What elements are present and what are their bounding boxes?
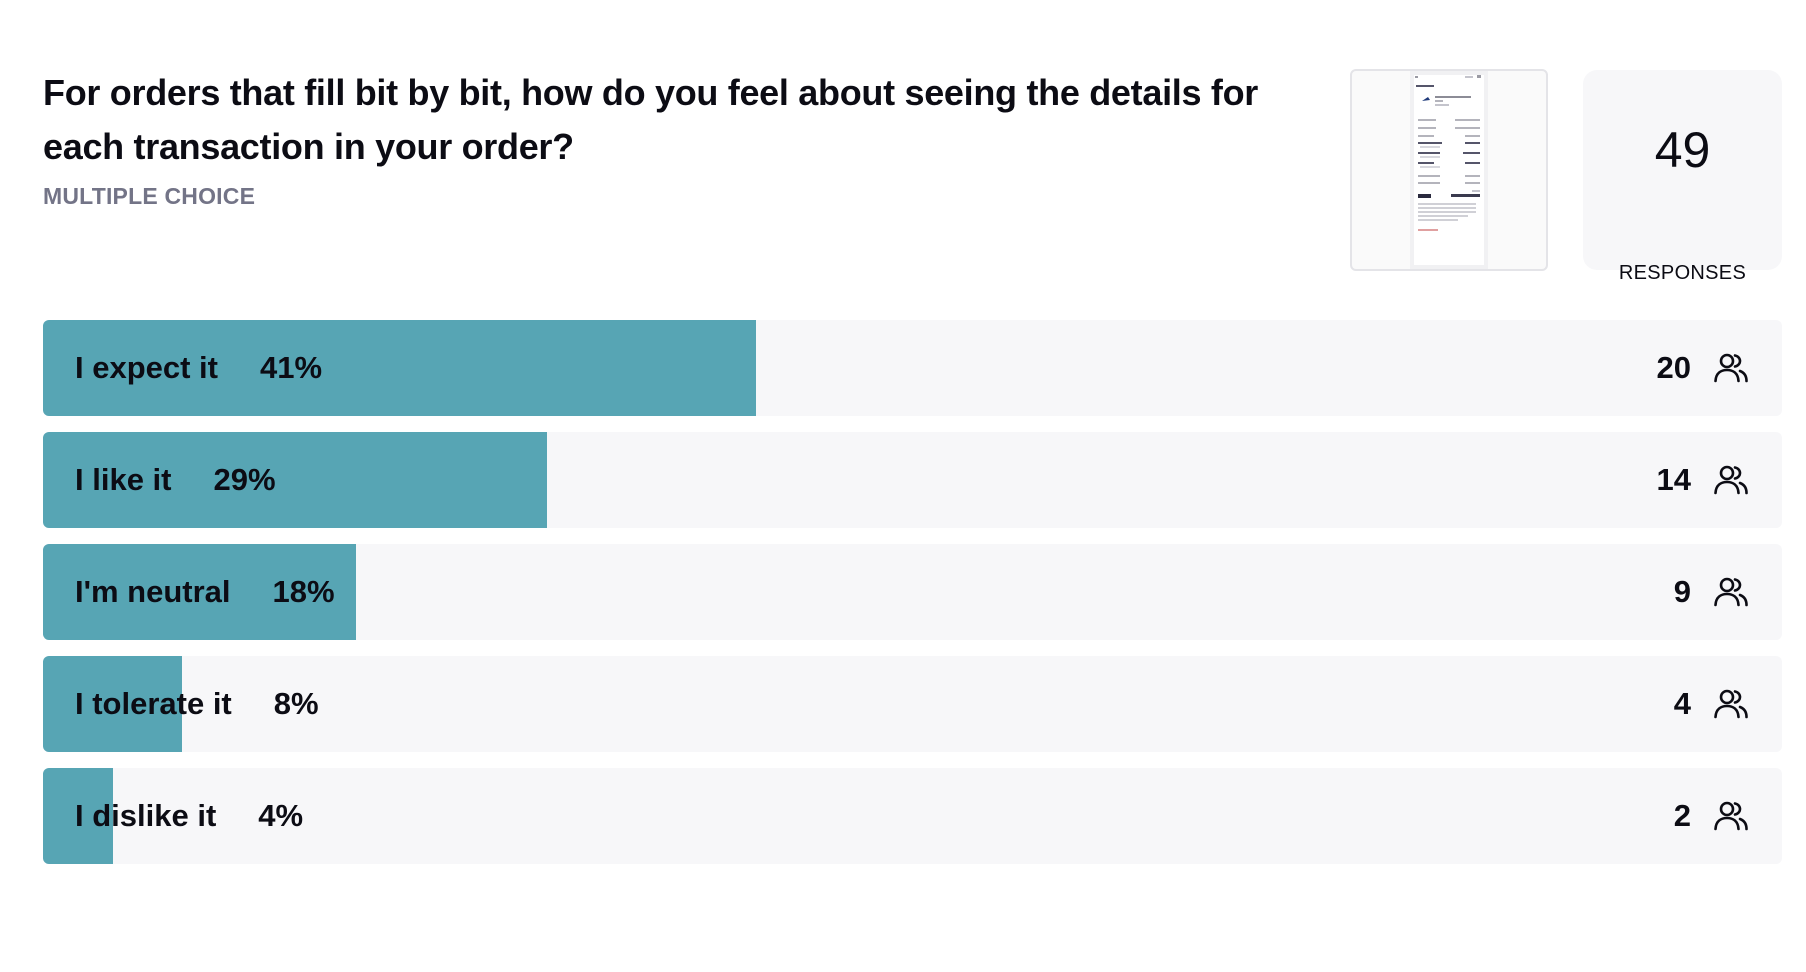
bar-fill-neutral [43, 544, 357, 640]
answer-label: I expect it [75, 350, 218, 385]
answer-count: 9 [1673, 574, 1691, 609]
answer-row-expect[interactable]: I expect it 41% 20 [43, 320, 1782, 416]
bar-fill-expect [43, 320, 756, 416]
people-icon [1714, 353, 1748, 383]
answer-percent: 29% [213, 462, 276, 497]
answer-count: 14 [1656, 462, 1691, 497]
responses-summary-card: 49 RESPONSES [1583, 70, 1782, 284]
answer-label: I like it [75, 462, 172, 497]
answer-percent: 8% [273, 686, 319, 721]
answer-percent: 18% [272, 574, 335, 609]
people-icon [1714, 577, 1748, 607]
people-icon [1714, 801, 1748, 831]
answer-percent: 4% [258, 798, 304, 833]
bar-fill-tolerate [43, 656, 183, 752]
answer-count: 4 [1673, 686, 1691, 721]
responses-label: RESPONSES [1618, 262, 1747, 284]
answer-label: I tolerate it [75, 686, 232, 721]
answer-row-tolerate[interactable]: I tolerate it 8% 4 [43, 656, 1782, 752]
order-details-preview-image [1410, 71, 1488, 269]
bar-fill-dislike [43, 768, 113, 864]
question-title: For orders that fill bit by bit, how do … [43, 72, 1258, 167]
answer-label: I'm neutral [75, 574, 231, 609]
question-image-thumbnail[interactable] [1350, 69, 1548, 271]
people-icon [1714, 689, 1748, 719]
responses-count: 49 [1654, 122, 1711, 178]
people-icon [1714, 465, 1748, 495]
answer-label: I dislike it [75, 798, 217, 833]
results-bar-chart: I expect it 41% 20 I like it 29% 14 [43, 320, 1782, 880]
answer-count: 2 [1673, 798, 1691, 833]
answer-row-dislike[interactable]: I dislike it 4% 2 [43, 768, 1782, 864]
question-type-label: MULTIPLE CHOICE [43, 183, 256, 209]
answer-count: 20 [1656, 350, 1691, 385]
answer-row-like[interactable]: I like it 29% 14 [43, 432, 1782, 528]
bar-fill-like [43, 432, 548, 528]
answer-row-neutral[interactable]: I'm neutral 18% 9 [43, 544, 1782, 640]
answer-percent: 41% [260, 350, 323, 385]
